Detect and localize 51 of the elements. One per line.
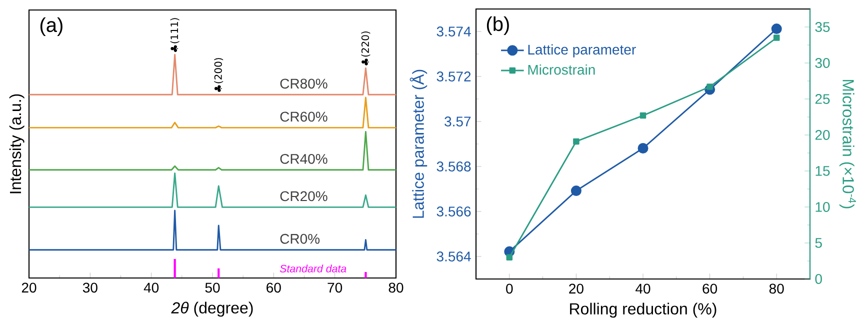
series-label: CR20% <box>280 191 328 202</box>
series-label: CR60% <box>280 112 328 122</box>
point <box>771 24 782 34</box>
series-label: Standard data <box>280 264 346 272</box>
point <box>506 254 513 261</box>
y2-tick-label: 15 <box>816 166 830 176</box>
y2-tick-label: 20 <box>815 130 830 140</box>
series-label: CR80% <box>280 78 328 89</box>
x-tick-label: 80 <box>769 284 784 294</box>
x-tick-label: 30 <box>82 282 98 293</box>
y-tick-label: 3.568 <box>436 162 471 172</box>
y2-tick-label: 30 <box>815 58 830 68</box>
y2-tick-label: 0 <box>815 274 822 284</box>
chart-title: (b) <box>486 16 509 36</box>
y-axis-title: Lattice parameter (Å) <box>410 70 428 218</box>
x-tick-label: 0 <box>506 284 513 294</box>
y-tick-label: 3.564 <box>436 252 471 262</box>
point <box>638 143 648 154</box>
series-label: CR0% <box>280 234 320 244</box>
annotation: ♣(111) <box>170 18 180 52</box>
annotation: ♣(220) <box>361 31 370 66</box>
y2-tick-label: 35 <box>815 22 830 32</box>
y2-tick-label: 25 <box>815 94 830 104</box>
x-tick-label: 40 <box>144 282 159 293</box>
y2-axis-title: Microstrain (×10$^{-4}$) <box>839 80 856 208</box>
y-tick-label: 3.566 <box>436 206 471 216</box>
x-tick-label: 50 <box>205 282 220 293</box>
x-tick-label: 60 <box>702 284 718 294</box>
point <box>573 138 580 145</box>
legend-label: Lattice parameter <box>528 44 636 58</box>
y2-tick-label: 10 <box>816 202 830 212</box>
point <box>570 186 582 196</box>
chart-title: (a) <box>40 17 62 36</box>
point <box>640 112 646 119</box>
y-axis-title: Intensity (a.u.) <box>9 94 24 194</box>
y2-tick-label: 5 <box>815 238 822 248</box>
series-label: CR40% <box>280 154 328 164</box>
annotation: ♣(200) <box>214 58 224 92</box>
x-axis-title: 2θ (degree) <box>171 302 253 317</box>
x-axis-title: Rolling reduction (%) <box>570 302 716 318</box>
y-tick-label: 3.574 <box>436 26 471 36</box>
x-tick-label: 40 <box>636 284 650 294</box>
x-tick-label: 20 <box>22 282 36 293</box>
y-tick-label: 3.572 <box>436 72 471 82</box>
point <box>773 34 780 41</box>
x-tick-label: 60 <box>266 282 281 293</box>
legend-label: Microstrain <box>528 64 595 75</box>
x-tick-label: 20 <box>569 284 584 294</box>
y-tick-label: 3.57 <box>444 116 471 126</box>
x-tick-label: 80 <box>388 282 404 293</box>
x-tick-label: 70 <box>328 282 342 293</box>
